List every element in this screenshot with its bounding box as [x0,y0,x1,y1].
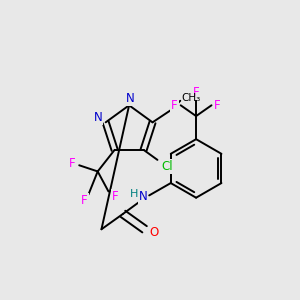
Text: F: F [171,99,178,112]
Text: N: N [139,190,147,203]
Text: N: N [94,111,102,124]
Text: N: N [125,92,134,105]
Text: Cl: Cl [161,160,172,173]
Text: F: F [193,86,200,100]
Text: F: F [112,190,119,202]
Text: F: F [214,99,221,112]
Text: CH₃: CH₃ [182,93,201,103]
Text: H: H [130,189,138,199]
Text: F: F [69,157,76,170]
Text: O: O [149,226,158,239]
Text: F: F [81,194,88,207]
